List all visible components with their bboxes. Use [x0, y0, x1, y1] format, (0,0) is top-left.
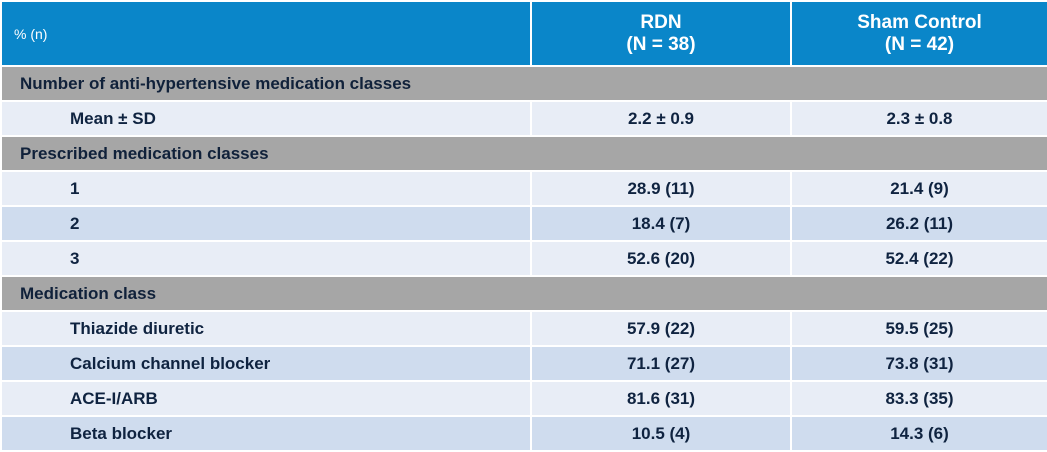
section-title: Prescribed medication classes	[0, 135, 1047, 172]
row-label: 2	[0, 205, 532, 242]
row-label: 1	[0, 170, 532, 207]
table-row: ACE-I/ARB 81.6 (31) 83.3 (35)	[0, 380, 1047, 417]
table-row: Thiazide diuretic 57.9 (22) 59.5 (25)	[0, 310, 1047, 347]
sham-value: 21.4 (9)	[790, 170, 1047, 207]
rdn-value: 28.9 (11)	[530, 170, 792, 207]
table-row: Beta blocker 10.5 (4) 14.3 (6)	[0, 415, 1047, 452]
sham-value: 52.4 (22)	[790, 240, 1047, 277]
header-rdn-name: RDN	[640, 11, 682, 33]
header-row: % (n) RDN (N = 38) Sham Control (N = 42)	[0, 0, 1047, 67]
row-label: 3	[0, 240, 532, 277]
section-row: Prescribed medication classes	[0, 135, 1047, 172]
row-label: ACE-I/ARB	[0, 380, 532, 417]
rdn-value: 10.5 (4)	[530, 415, 792, 452]
header-sham-n: (N = 42)	[884, 33, 955, 55]
rdn-value: 57.9 (22)	[530, 310, 792, 347]
rdn-value: 71.1 (27)	[530, 345, 792, 382]
sham-value: 83.3 (35)	[790, 380, 1047, 417]
sham-value: 73.8 (31)	[790, 345, 1047, 382]
rdn-value: 18.4 (7)	[530, 205, 792, 242]
table-row: 3 52.6 (20) 52.4 (22)	[0, 240, 1047, 277]
section-row: Medication class	[0, 275, 1047, 312]
table-row: Mean ± SD 2.2 ± 0.9 2.3 ± 0.8	[0, 100, 1047, 137]
row-label: Calcium channel blocker	[0, 345, 532, 382]
sham-value: 2.3 ± 0.8	[790, 100, 1047, 137]
header-rdn-n: (N = 38)	[626, 33, 696, 55]
section-title: Number of anti-hypertensive medication c…	[0, 65, 1047, 102]
table-row: Calcium channel blocker 71.1 (27) 73.8 (…	[0, 345, 1047, 382]
header-sham: Sham Control (N = 42)	[790, 0, 1047, 67]
sham-value: 26.2 (11)	[790, 205, 1047, 242]
rdn-value: 2.2 ± 0.9	[530, 100, 792, 137]
header-label: % (n)	[0, 0, 532, 67]
header-rdn: RDN (N = 38)	[530, 0, 792, 67]
sham-value: 14.3 (6)	[790, 415, 1047, 452]
header-sham-name: Sham Control	[857, 11, 982, 33]
rdn-value: 81.6 (31)	[530, 380, 792, 417]
row-label: Thiazide diuretic	[0, 310, 532, 347]
sham-value: 59.5 (25)	[790, 310, 1047, 347]
rdn-value: 52.6 (20)	[530, 240, 792, 277]
section-row: Number of anti-hypertensive medication c…	[0, 65, 1047, 102]
table-row: 1 28.9 (11) 21.4 (9)	[0, 170, 1047, 207]
section-title: Medication class	[0, 275, 1047, 312]
row-label: Beta blocker	[0, 415, 532, 452]
row-label: Mean ± SD	[0, 100, 532, 137]
table-row: 2 18.4 (7) 26.2 (11)	[0, 205, 1047, 242]
